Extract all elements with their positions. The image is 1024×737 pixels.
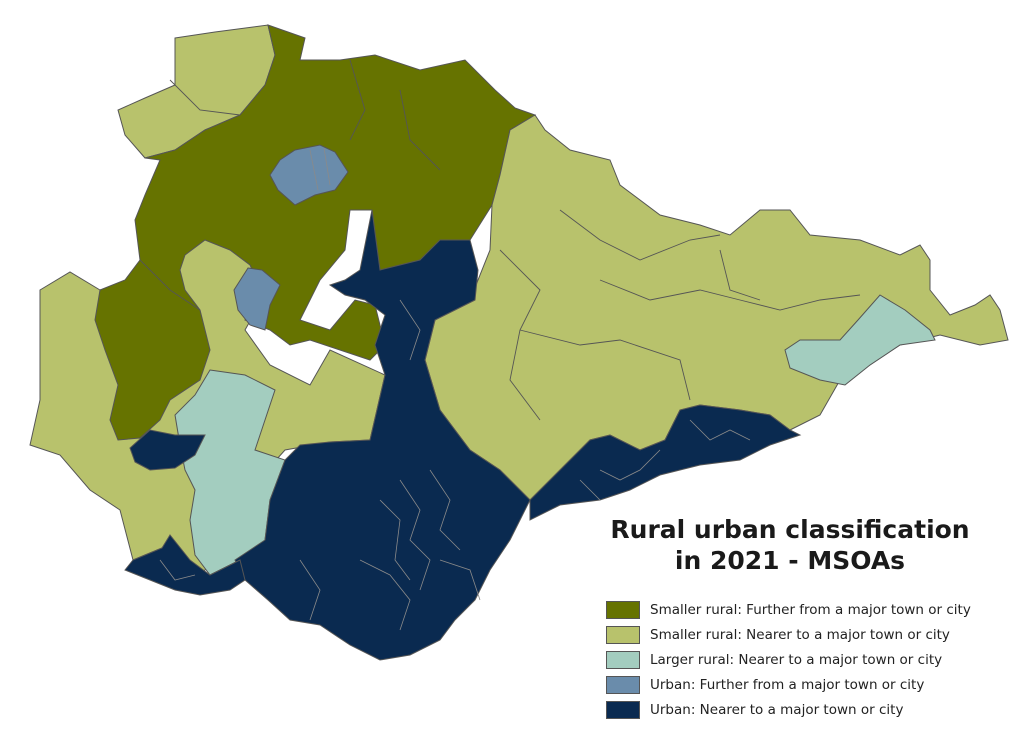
map-title-line-1: Rural urban classification (610, 515, 970, 544)
legend-label: Smaller rural: Further from a major town… (650, 601, 971, 618)
legend-item: Urban: Nearer to a major town or city (606, 697, 1006, 722)
legend-swatch (606, 675, 640, 694)
legend-label: Urban: Nearer to a major town or city (650, 701, 904, 718)
legend-swatch (606, 700, 640, 719)
legend-label: Urban: Further from a major town or city (650, 676, 925, 693)
region-urban-nearer-southwest-coast (124, 534, 246, 596)
region-urban-nearer-central (234, 209, 531, 661)
region-urban-further-north (269, 144, 349, 206)
region-urban-nearer-southeast-coast (529, 404, 802, 521)
legend-item: Larger rural: Nearer to a major town or … (606, 647, 1006, 672)
region-urban-nearer-west-patch (129, 429, 206, 471)
region-larger-rural-east (784, 294, 936, 386)
msoa-boundaries (159, 147, 751, 631)
legend-item: Urban: Further from a major town or city (606, 672, 1006, 697)
map-title: Rural urban classification in 2021 - MSO… (600, 514, 980, 576)
legend-label: Smaller rural: Nearer to a major town or… (650, 626, 950, 643)
legend-swatch (606, 600, 640, 619)
region-urban-further-west (233, 267, 281, 331)
legend-swatch (606, 625, 640, 644)
legend-swatch (606, 650, 640, 669)
legend: Smaller rural: Further from a major town… (606, 597, 1006, 722)
rural-boundaries (139, 59, 861, 421)
legend-item: Smaller rural: Nearer to a major town or… (606, 622, 1006, 647)
map-title-line-2: in 2021 - MSOAs (674, 546, 906, 575)
legend-item: Smaller rural: Further from a major town… (606, 597, 1006, 622)
legend-label: Larger rural: Nearer to a major town or … (650, 651, 943, 668)
